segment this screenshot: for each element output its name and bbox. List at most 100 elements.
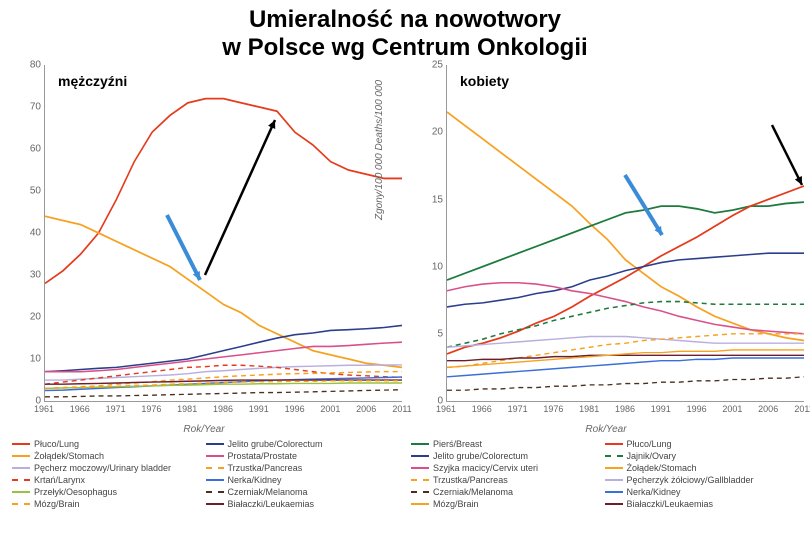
legend-label: Żołądek/Stomach: [627, 463, 697, 473]
legend-label: Płuco/Lung: [34, 439, 79, 449]
charts-row: mężczyźni Deaths/100 000 010203040506070…: [0, 65, 810, 435]
legend-item: Trzustka/Pancreas: [206, 463, 400, 473]
x-tick: 2011: [794, 404, 810, 414]
legend-label: Mózg/Brain: [433, 499, 479, 509]
x-tick: 1996: [687, 404, 707, 414]
x-axis-female: 1961196619711976198119861991199620012006…: [446, 402, 804, 424]
legend-item: Krtań/Larynx: [12, 475, 206, 485]
legend-swatch: [206, 491, 224, 493]
title-line-2: w Polsce wg Centrum Onkologii: [0, 34, 810, 62]
legend-label: Czerniak/Melanoma: [433, 487, 513, 497]
y-label-female: Zgony/100 000 Deaths/100 000: [374, 80, 385, 220]
y-tick: 20: [30, 312, 41, 323]
x-tick: 1966: [472, 404, 492, 414]
legend-item: Płuco/Lung: [605, 439, 799, 449]
arrow-blue: [615, 165, 672, 245]
legend-label: Nerka/Kidney: [627, 487, 681, 497]
title-line-1: Umieralność na nowotwory: [0, 6, 810, 34]
x-tick: 1981: [579, 404, 599, 414]
y-tick: 15: [432, 194, 443, 205]
legend-label: Pęcherz moczowy/Urinary bladder: [34, 463, 171, 473]
legend-label: Pęcherzyk żółciowy/Gallbladder: [627, 475, 754, 485]
x-tick: 1976: [141, 404, 161, 414]
legend-item: Białaczki/Leukaemias: [206, 499, 400, 509]
y-tick: 10: [30, 354, 41, 365]
y-tick: 10: [432, 261, 443, 272]
legend-swatch: [411, 455, 429, 457]
legend-swatch: [206, 503, 224, 505]
legend-label: Żołądek/Stomach: [34, 451, 104, 461]
legend-swatch: [12, 443, 30, 445]
legend-label: Nerka/Kidney: [228, 475, 282, 485]
legend-swatch: [411, 503, 429, 505]
legend-swatch: [12, 479, 30, 481]
series-line: [447, 283, 804, 334]
legend-label: Trzustka/Pancreas: [228, 463, 303, 473]
y-tick: 20: [432, 127, 443, 138]
legend-label: Białaczki/Leukaemias: [627, 499, 714, 509]
legend-item: Czerniak/Melanoma: [411, 487, 605, 497]
page-title: Umieralność na nowotwory w Polsce wg Cen…: [0, 0, 810, 65]
legend-item: Mózg/Brain: [12, 499, 206, 509]
legend-swatch: [206, 479, 224, 481]
chart-female: kobiety Zgony/100 000 Deaths/100 000 051…: [408, 65, 804, 435]
y-tick: 30: [30, 270, 41, 281]
legend-item: Czerniak/Melanoma: [206, 487, 400, 497]
legend-swatch: [12, 491, 30, 493]
legend-label: Szyjka macicy/Cervix uteri: [433, 463, 538, 473]
legend-item: Nerka/Kidney: [206, 475, 400, 485]
legend-swatch: [605, 443, 623, 445]
series-line: [447, 253, 804, 307]
x-tick: 1961: [34, 404, 54, 414]
legend-item: Szyjka macicy/Cervix uteri: [411, 463, 605, 473]
legends-row: Płuco/Lung Żołądek/Stomach Pęcherz moczowy…: [0, 435, 810, 513]
chart-male-label: mężczyźni: [58, 73, 127, 89]
x-tick: 2001: [320, 404, 340, 414]
series-line: [447, 302, 804, 348]
x-tick: 1981: [177, 404, 197, 414]
legend-swatch: [605, 479, 623, 481]
legend-swatch: [206, 455, 224, 457]
legend-swatch: [206, 443, 224, 445]
legend-item: Jajnik/Ovary: [605, 451, 799, 461]
legend-swatch: [605, 455, 623, 457]
x-tick: 2006: [356, 404, 376, 414]
chart-female-area: 0510152025: [446, 65, 804, 402]
x-tick: 1986: [615, 404, 635, 414]
legend-item: Przełyk/Oesophagus: [12, 487, 206, 497]
y-tick: 70: [30, 102, 41, 113]
series-line: [45, 342, 402, 371]
legend-swatch: [605, 491, 623, 493]
legend-label: Płuco/Lung: [627, 439, 672, 449]
x-tick: 1991: [249, 404, 269, 414]
legend-item: Białaczki/Leukaemias: [605, 499, 799, 509]
legend-swatch: [411, 491, 429, 493]
legend-item: Płuco/Lung: [12, 439, 206, 449]
y-tick: 5: [437, 328, 443, 339]
legend-label: Jelito grube/Colorectum: [228, 439, 323, 449]
legend-female: Pierś/Breast Jelito grube/Colorectum Szyjk…: [411, 439, 798, 509]
legend-swatch: [605, 467, 623, 469]
arrow-blue: [157, 205, 210, 290]
arrow-black: [762, 115, 810, 195]
x-axis-male: 1961196619711976198119861991199620012006…: [44, 402, 402, 424]
legend-item: Jelito grube/Colorectum: [206, 439, 400, 449]
legend-item: Pierś/Breast: [411, 439, 605, 449]
legend-swatch: [605, 503, 623, 505]
legend-item: Jelito grube/Colorectum: [411, 451, 605, 461]
x-tick: 1971: [106, 404, 126, 414]
x-tick: 1971: [508, 404, 528, 414]
legend-swatch: [12, 503, 30, 505]
legend-label: Przełyk/Oesophagus: [34, 487, 117, 497]
y-tick: 25: [432, 60, 443, 71]
chart-male-area: 01020304050607080: [44, 65, 402, 402]
x-label-female: Rok/Year: [408, 424, 804, 435]
legend-item: Pęcherzyk żółciowy/Gallbladder: [605, 475, 799, 485]
legend-label: Krtań/Larynx: [34, 475, 85, 485]
x-tick: 2001: [722, 404, 742, 414]
x-tick: 1996: [285, 404, 305, 414]
legend-swatch: [411, 443, 429, 445]
x-label-male: Rok/Year: [6, 424, 402, 435]
y-tick: 40: [30, 228, 41, 239]
legend-item: Mózg/Brain: [411, 499, 605, 509]
